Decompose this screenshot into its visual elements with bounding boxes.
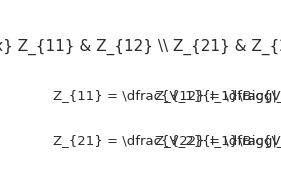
Text: Z_{22} = \dfrac{V_2}{I_2}\Bigg|_{I_1=0}: Z_{22} = \dfrac{V_2}{I_2}\Bigg|_{I_1=0} [155, 135, 281, 148]
Text: Z_{12} = \dfrac{V_1}{I_2}\Bigg|_{I_1=0}: Z_{12} = \dfrac{V_1}{I_2}\Bigg|_{I_1=0} [155, 90, 281, 103]
Text: Z_{11} = \dfrac{V_1}{I_1}\Bigg|_{I_2=0}: Z_{11} = \dfrac{V_1}{I_1}\Bigg|_{I_2=0} [53, 90, 281, 103]
Text: \begin{pmatrix} V_1 \\ V_2 \end{pmatrix} = \begin{pmatrix} Z_{11} & Z_{12} \\ Z_: \begin{pmatrix} V_1 \\ V_2 \end{pmatrix}… [0, 39, 281, 55]
Text: Z_{21} = \dfrac{V_2}{I_1}\Bigg|_{I_2=0}: Z_{21} = \dfrac{V_2}{I_1}\Bigg|_{I_2=0} [53, 135, 281, 148]
